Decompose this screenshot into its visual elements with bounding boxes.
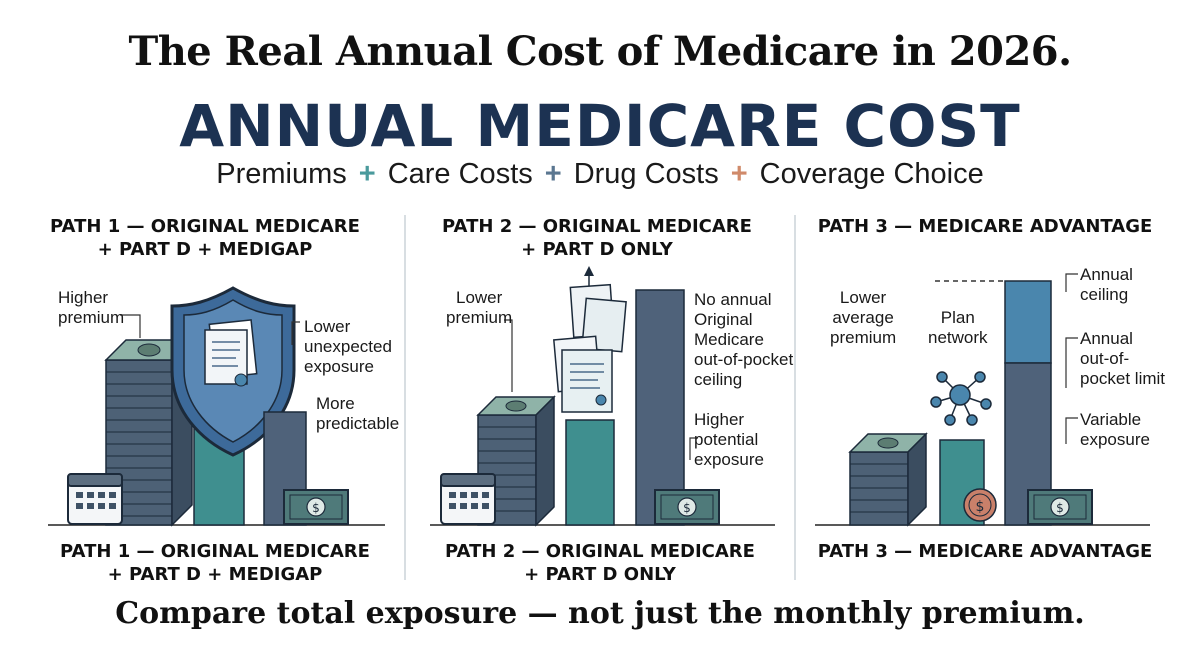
path3-ceiling-bar-top	[1004, 280, 1052, 364]
network-icon	[930, 371, 992, 426]
path3-network-label: Plan network	[928, 308, 988, 348]
svg-text:$: $	[312, 501, 320, 515]
plus-icon: +	[544, 158, 562, 190]
path2-title-line1: PATH 2 — ORIGINAL MEDICARE	[442, 216, 752, 237]
label-line: premium	[58, 308, 125, 327]
label-line: potential	[694, 430, 759, 449]
label-line: network	[928, 328, 988, 347]
dollar-bill-icon: $	[654, 489, 720, 525]
path2-premium-label: Lower premium	[446, 288, 512, 328]
path2-title-bottom: PATH 2 — ORIGINAL MEDICARE + PART D ONLY	[420, 540, 780, 586]
leader-line	[1065, 337, 1078, 388]
path3-limit-label: Annual out-of- pocket limit	[1080, 329, 1165, 389]
formula-term-drug-costs: Drug Costs	[573, 158, 719, 190]
label-line: premium	[830, 328, 897, 347]
page-title: The Real Annual Cost of Medicare in 2026…	[128, 28, 1072, 75]
path1-title-bottom: PATH 1 — ORIGINAL MEDICARE + PART D + ME…	[35, 540, 395, 586]
path2-title-line2: + PART D ONLY	[524, 564, 676, 585]
path2-potential-label: Higher potential exposure	[694, 410, 764, 470]
coin-icon: $	[963, 488, 997, 522]
label-line: Higher	[58, 288, 109, 307]
dollar-bill-icon: $	[1027, 489, 1093, 525]
path1-title-line1: PATH 1 — ORIGINAL MEDICARE	[60, 541, 370, 562]
document-stack-icon	[553, 266, 627, 413]
formula-term-premiums: Premiums	[216, 158, 347, 190]
label-line: No annual	[694, 290, 772, 309]
label-line: ceiling	[1080, 285, 1129, 304]
plus-icon: +	[358, 158, 376, 190]
path1-title-line1: PATH 1 — ORIGINAL MEDICARE	[50, 216, 360, 237]
label-line: exposure	[1080, 430, 1150, 449]
label-line: Lower	[456, 288, 503, 307]
calendar-icon	[67, 473, 123, 525]
svg-text:$: $	[976, 499, 985, 515]
dollar-bill-icon: $	[283, 489, 349, 525]
label-line: ceiling	[694, 370, 743, 389]
label-line: pocket limit	[1080, 369, 1166, 388]
label-line: Higher	[694, 410, 745, 429]
label-line: More	[316, 394, 355, 413]
path2-title-line1: PATH 2 — ORIGINAL MEDICARE	[445, 541, 755, 562]
label-line: out-of-	[1080, 349, 1130, 368]
cost-formula: Premiums + Care Costs + Drug Costs + Coverage …	[0, 158, 1200, 191]
path2-title-top: PATH 2 — ORIGINAL MEDICARE + PART D ONLY	[417, 215, 777, 261]
path1-predictable-label: More predictable	[316, 394, 399, 434]
path2-premium-bar	[565, 419, 615, 526]
leader-line	[1065, 273, 1078, 292]
label-line: exposure	[304, 357, 374, 376]
svg-text:$: $	[683, 501, 691, 515]
path2-title-line2: + PART D ONLY	[521, 239, 673, 260]
label-line: unexpected	[304, 337, 392, 356]
leader-line	[504, 319, 513, 392]
label-line: Variable	[1080, 410, 1142, 429]
path3-title-bottom: PATH 3 — MEDICARE ADVANTAGE	[805, 540, 1165, 563]
label-line: average	[832, 308, 894, 327]
path1-exposure-label: Lower unexpected exposure	[304, 317, 392, 377]
label-line: Lower	[304, 317, 351, 336]
path1-title-line2: + PART D + MEDIGAP	[97, 239, 313, 260]
path1-title-line2: + PART D + MEDIGAP	[107, 564, 323, 585]
label-line: premium	[446, 308, 513, 327]
label-line: Annual	[1080, 329, 1133, 348]
path3-ceiling-label: Annual ceiling	[1080, 265, 1133, 305]
path2-ceiling-label: No annual Original Medicare out-of-pocke…	[694, 290, 793, 390]
label-line: Annual	[1080, 265, 1133, 284]
label-line: Medicare	[694, 330, 764, 349]
label-line: Original	[694, 310, 753, 329]
path3-variable-label: Variable exposure	[1080, 410, 1150, 450]
leader-line	[120, 314, 141, 338]
path3-title-top: PATH 3 — MEDICARE ADVANTAGE	[805, 215, 1165, 238]
formula-term-coverage-choice: Coverage Choice	[759, 158, 984, 190]
label-line: Lower	[839, 288, 887, 307]
headline: ANNUAL MEDICARE COST	[179, 92, 1021, 160]
path3-title-line1: PATH 3 — MEDICARE ADVANTAGE	[817, 216, 1153, 237]
formula-term-care-costs: Care Costs	[387, 158, 533, 190]
calendar-icon	[440, 473, 496, 525]
leader-line	[1065, 417, 1078, 444]
path1-title-top: PATH 1 — ORIGINAL MEDICARE + PART D + ME…	[25, 215, 385, 261]
label-line: predictable	[316, 414, 400, 433]
path1-premium-label: Higher premium	[58, 288, 124, 328]
leader-line	[689, 437, 698, 460]
label-line: exposure	[694, 450, 764, 469]
cash-stack-icon	[848, 432, 928, 527]
label-line: out-of-pocket	[694, 350, 794, 369]
leader-line	[291, 321, 300, 345]
plus-icon: +	[730, 158, 748, 190]
svg-text:$: $	[1056, 501, 1064, 515]
path3-premium-label: Lower average premium	[830, 288, 896, 348]
path3-title-line1: PATH 3 — MEDICARE ADVANTAGE	[817, 541, 1153, 562]
label-line: Plan	[940, 308, 975, 327]
footer-tagline: Compare total exposure — not just the mo…	[115, 596, 1085, 631]
